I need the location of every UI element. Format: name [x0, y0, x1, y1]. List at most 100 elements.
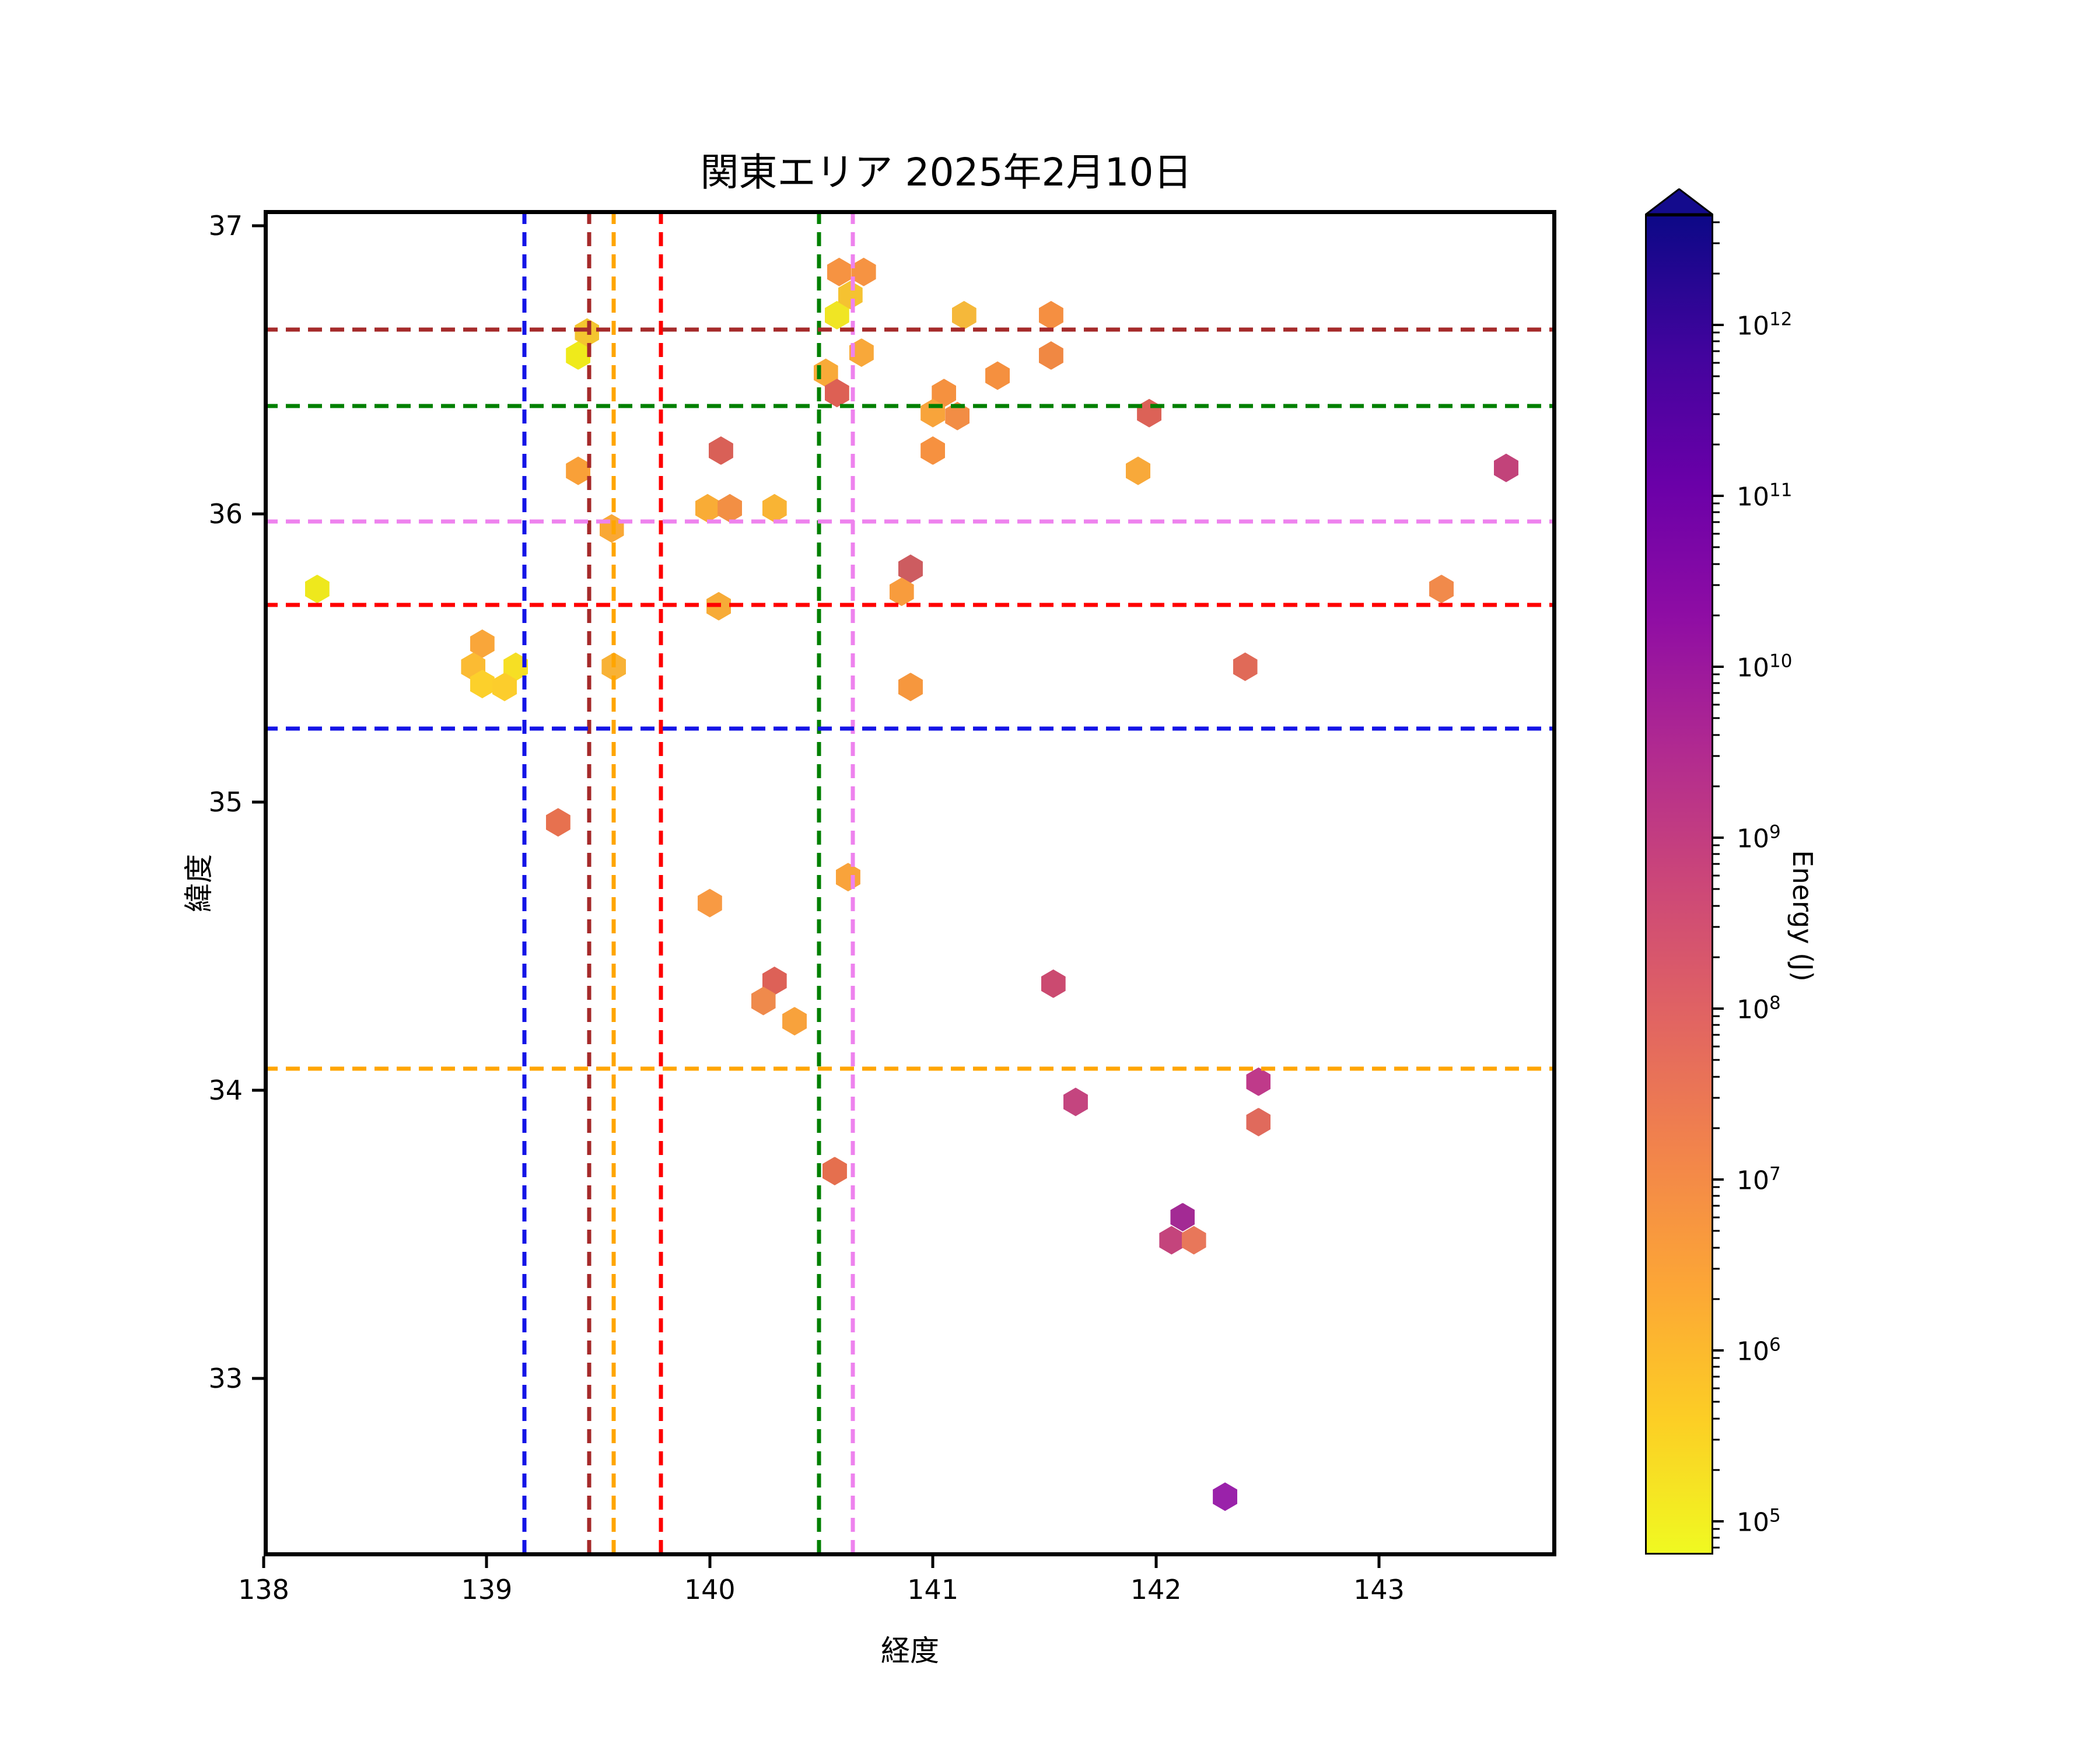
colorbar-minor-tick: [1713, 533, 1720, 535]
data-point-hexagon: [951, 300, 977, 330]
colorbar-minor-tick: [1713, 1186, 1720, 1188]
data-point-hexagon: [566, 456, 591, 485]
data-point-hexagon: [1246, 1108, 1271, 1137]
colorbar-minor-tick: [1713, 1230, 1720, 1232]
colorbar-gradient: [1645, 215, 1713, 1555]
vertical-dashed-line: [522, 210, 527, 1556]
data-point-hexagon: [1041, 969, 1066, 998]
y-tick-mark: [252, 800, 264, 804]
colorbar-tick-label: 1011: [1737, 480, 1793, 512]
colorbar-major-tick: [1713, 324, 1724, 326]
colorbar-minor-tick: [1713, 755, 1720, 757]
colorbar-minor-tick: [1713, 1366, 1720, 1368]
colorbar-minor-tick: [1713, 1357, 1720, 1359]
data-point-hexagon: [921, 398, 946, 428]
data-point-hexagon: [824, 379, 849, 408]
data-point-hexagon: [985, 361, 1010, 390]
colorbar-minor-tick: [1713, 844, 1720, 846]
x-tick-mark: [1154, 1556, 1158, 1568]
colorbar-minor-tick: [1713, 331, 1720, 334]
colorbar-minor-tick: [1713, 1536, 1720, 1539]
colorbar-minor-tick: [1713, 340, 1720, 342]
colorbar-minor-tick: [1713, 272, 1720, 275]
x-tick-mark: [708, 1556, 712, 1568]
colorbar-minor-tick: [1713, 1469, 1720, 1471]
colorbar-minor-tick: [1713, 614, 1720, 617]
data-point-hexagon: [1038, 300, 1063, 330]
colorbar-minor-tick: [1713, 1298, 1720, 1300]
colorbar-extend-max-arrow-icon: [1645, 188, 1713, 215]
x-tick-mark: [1377, 1556, 1381, 1568]
colorbar-major-tick: [1713, 836, 1724, 839]
colorbar-major-tick: [1713, 1349, 1724, 1352]
y-tick-mark: [252, 512, 264, 516]
colorbar-minor-tick: [1713, 375, 1720, 377]
data-point-hexagon: [782, 1007, 807, 1036]
x-axis-label: 経度: [881, 1634, 939, 1668]
colorbar-tick-label: 1012: [1737, 309, 1793, 341]
colorbar-minor-tick: [1713, 1546, 1720, 1549]
colorbar-minor-tick: [1713, 1401, 1720, 1403]
x-tick-mark: [931, 1556, 935, 1568]
y-tick-label: 37: [208, 210, 243, 242]
x-tick-mark: [485, 1556, 488, 1568]
colorbar-minor-tick: [1713, 785, 1720, 788]
vertical-dashed-line: [659, 210, 663, 1556]
colorbar-minor-tick: [1713, 392, 1720, 394]
colorbar-minor-tick: [1713, 1205, 1720, 1207]
data-point-hexagon: [921, 436, 946, 465]
x-tick-label: 142: [1130, 1574, 1182, 1605]
plot-clip-region: [264, 210, 1556, 1556]
colorbar-minor-tick: [1713, 413, 1720, 415]
chart-title: 関東エリア 2025年2月10日: [700, 150, 1192, 195]
colorbar-minor-tick: [1713, 704, 1720, 706]
colorbar-minor-tick: [1713, 905, 1720, 907]
data-point-hexagon: [835, 863, 860, 892]
colorbar-ticks: 105 106 107 108 109 1010 1011 1012: [1713, 215, 1888, 1555]
colorbar-minor-tick: [1713, 1387, 1720, 1390]
colorbar-major-tick: [1713, 1007, 1724, 1010]
colorbar-minor-tick: [1713, 1418, 1720, 1420]
y-tick-mark: [252, 1377, 264, 1380]
colorbar-major-tick: [1713, 1520, 1724, 1522]
colorbar: [1645, 188, 1713, 1555]
colorbar-tick-label: 105: [1737, 1505, 1781, 1538]
data-point-hexagon: [1063, 1087, 1088, 1116]
data-point-hexagon: [762, 494, 787, 523]
vertical-dashed-line: [850, 210, 855, 1556]
colorbar-minor-tick: [1713, 874, 1720, 877]
data-point-hexagon: [599, 514, 624, 543]
data-point-hexagon: [851, 257, 876, 286]
horizontal-dashed-line: [264, 1066, 1556, 1071]
colorbar-minor-tick: [1713, 362, 1720, 364]
data-point-hexagon: [545, 808, 570, 837]
horizontal-dashed-line: [264, 519, 1556, 524]
colorbar-tick-label: 108: [1737, 992, 1781, 1025]
data-point-hexagon: [1213, 1482, 1238, 1511]
y-tick-label: 34: [208, 1074, 243, 1107]
vertical-dashed-line: [587, 210, 592, 1556]
horizontal-dashed-line: [264, 327, 1556, 332]
colorbar-minor-tick: [1713, 1376, 1720, 1378]
data-point-hexagon: [1246, 1067, 1271, 1096]
data-point-hexagon: [1126, 456, 1150, 485]
colorbar-major-tick: [1713, 1178, 1724, 1181]
data-point-hexagon: [827, 257, 852, 286]
colorbar-minor-tick: [1713, 853, 1720, 855]
colorbar-minor-tick: [1713, 443, 1720, 446]
horizontal-dashed-line: [264, 726, 1556, 731]
colorbar-tick-label: 109: [1737, 821, 1781, 854]
colorbar-minor-tick: [1713, 1268, 1720, 1270]
colorbar-minor-tick: [1713, 521, 1720, 523]
colorbar-minor-tick: [1713, 926, 1720, 928]
colorbar-minor-tick: [1713, 350, 1720, 352]
data-point-hexagon: [697, 888, 722, 918]
colorbar-label: Energy (J): [1787, 850, 1818, 982]
colorbar-minor-tick: [1713, 673, 1720, 676]
colorbar-minor-tick: [1713, 1024, 1720, 1026]
colorbar-minor-tick: [1713, 1438, 1720, 1441]
colorbar-minor-tick: [1713, 692, 1720, 694]
vertical-dashed-line: [611, 210, 616, 1556]
plot-area: 138 139 140 141 142 143 37 36 35 34 33: [208, 210, 1556, 1605]
colorbar-minor-tick: [1713, 1127, 1720, 1129]
